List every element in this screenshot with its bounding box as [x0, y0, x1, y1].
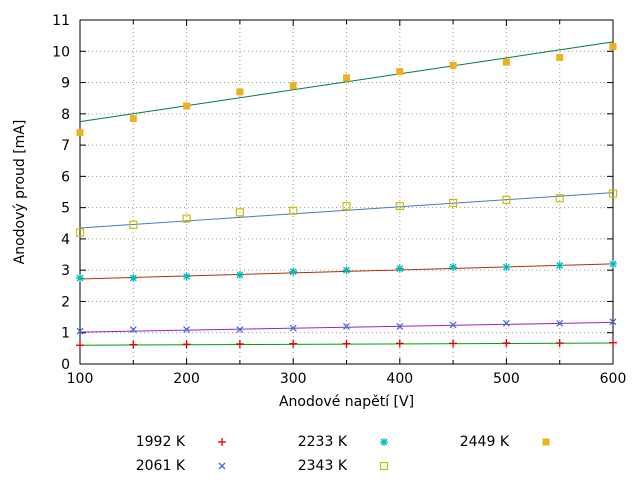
legend-item-2343-K: 2343 K: [245, 454, 395, 478]
y-axis-label: Anodový proud [mA]: [12, 119, 28, 265]
svg-text:8: 8: [61, 107, 70, 123]
legend-label: 2061 K: [135, 458, 185, 474]
grid: [79, 20, 614, 364]
fit-line: [79, 41, 614, 123]
filled-square-marker-icon: [542, 438, 550, 446]
series-1992-K: [76, 338, 617, 350]
y-tick-labels: 0 1 2 3 4 5 6 7 8 9 10 11: [52, 13, 70, 373]
svg-text:400: 400: [386, 371, 413, 387]
x-axis-label: Anodové napětí [V]: [278, 394, 415, 410]
svg-text:9: 9: [61, 76, 70, 92]
series-2233-K: [76, 259, 617, 282]
legend-label: 1992 K: [135, 434, 185, 450]
svg-text:600: 600: [600, 371, 627, 387]
legend-label: 2449 K: [459, 434, 509, 450]
series-2449-K: [76, 41, 617, 137]
x-tick-labels: 100 200 300 400 500 600: [67, 371, 627, 387]
x-marker-icon: [218, 462, 226, 470]
plot-area: 100 200 300 400 500 600 0 1 2 3 4 5 6 7 8 9 10 11: [52, 13, 627, 387]
legend-label: 2233 K: [297, 434, 347, 450]
svg-text:0: 0: [61, 357, 70, 373]
axis-ticks: [79, 19, 614, 365]
series-2061-K: [76, 318, 617, 335]
svg-text:300: 300: [280, 371, 307, 387]
legend-item-2061-K: 2061 K: [83, 454, 233, 478]
svg-text:6: 6: [61, 169, 70, 185]
legend: 1992 K 2061 K 2233 K 2343 K 2449 K: [0, 430, 640, 478]
svg-text:7: 7: [61, 138, 70, 154]
svg-text:200: 200: [173, 371, 200, 387]
svg-text:3: 3: [61, 263, 70, 279]
legend-item-1992-K: 1992 K: [83, 430, 233, 454]
series-2343-K: [75, 189, 618, 237]
svg-text:2: 2: [61, 294, 70, 310]
svg-text:5: 5: [61, 201, 70, 217]
svg-text:11: 11: [52, 13, 70, 29]
fit-line: [79, 192, 614, 229]
svg-text:100: 100: [67, 371, 94, 387]
asterisk-marker-icon: [380, 438, 388, 446]
svg-text:4: 4: [61, 232, 70, 248]
open-square-marker-icon: [379, 461, 389, 471]
legend-label: 2343 K: [297, 458, 347, 474]
svg-text:500: 500: [493, 371, 520, 387]
legend-item-2233-K: 2233 K: [245, 430, 395, 454]
legend-item-2449-K: 2449 K: [407, 430, 557, 454]
svg-text:1: 1: [61, 326, 70, 342]
plus-marker-icon: [218, 438, 226, 446]
svg-text:10: 10: [52, 44, 70, 60]
